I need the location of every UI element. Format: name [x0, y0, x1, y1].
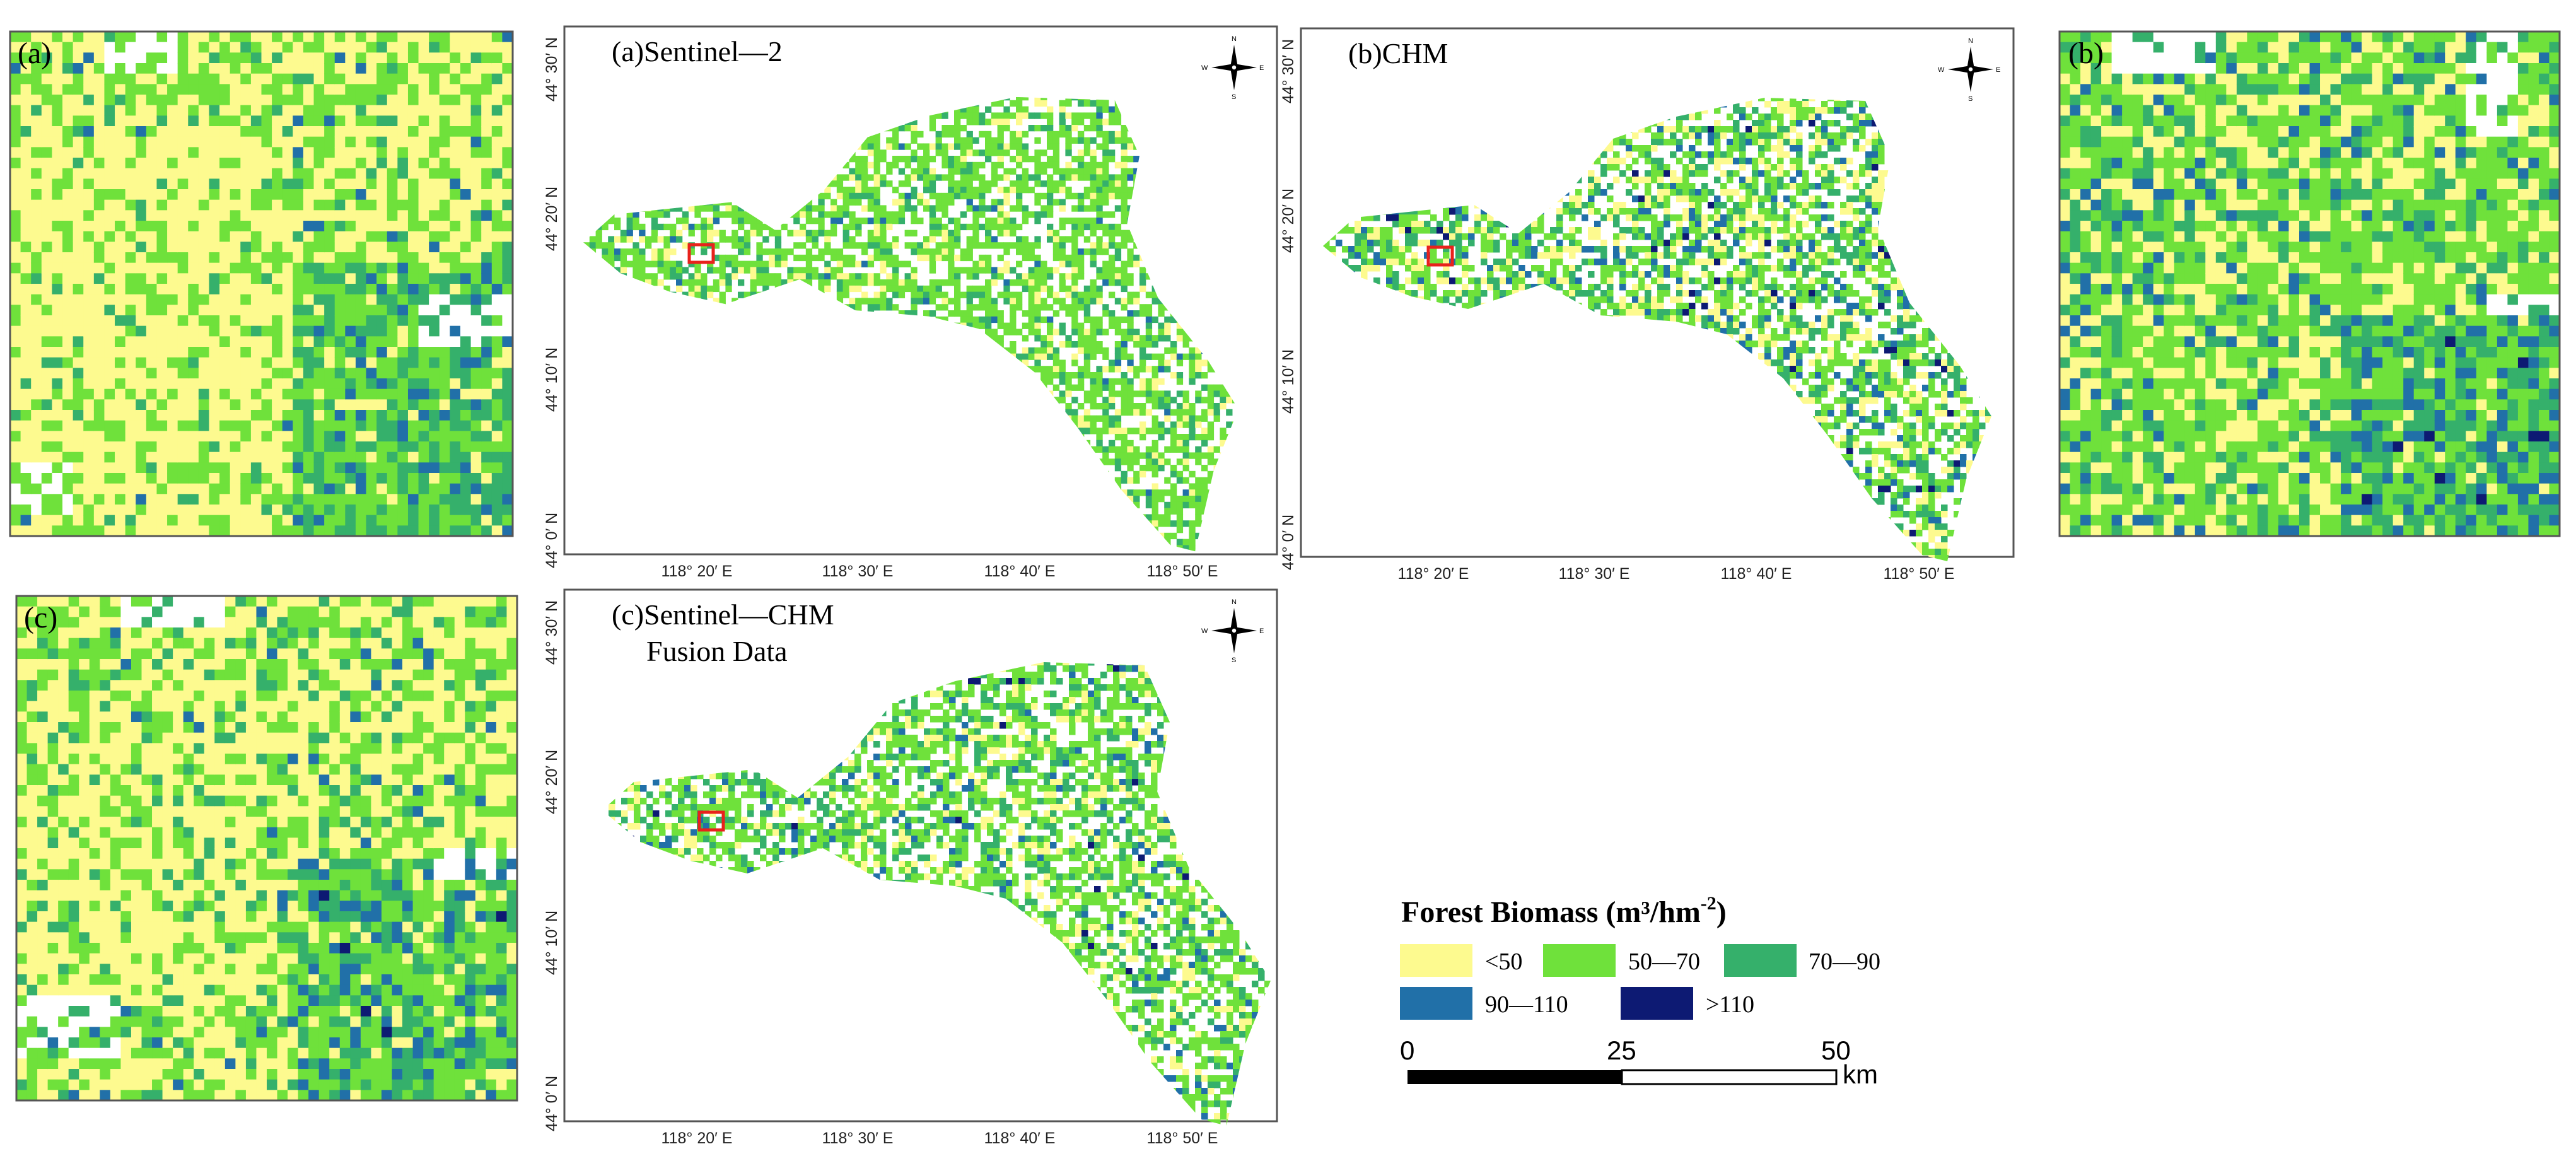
- lat-label: 44° 20′ N: [543, 750, 561, 814]
- map-panel-b: (b)CHM N S E W 44° 30′ N 44° 20′ N 44° 10′ N 44°…: [1279, 27, 2015, 583]
- compass-s: S: [1232, 656, 1236, 664]
- map-title-line: (c)Sentinel—CHM: [612, 598, 834, 631]
- map-title-line: (b)CHM: [1348, 37, 1448, 69]
- legend-label: 90—110: [1485, 991, 1568, 1018]
- lat-label: 44° 30′ N: [543, 37, 561, 102]
- lon-label: 118° 50′ E: [1147, 1129, 1218, 1147]
- lon-label: 118° 40′ E: [1721, 565, 1792, 583]
- lat-label: 44° 20′ N: [1279, 189, 1297, 253]
- legend-label: <50: [1485, 948, 1522, 975]
- scale-bar-light-segment: [1621, 1069, 1838, 1085]
- zoom-extent-box: [697, 810, 725, 832]
- lat-label: 44° 0′ N: [543, 1076, 561, 1131]
- lon-label: 118° 30′ E: [822, 1129, 894, 1147]
- lat-label: 44° 10′ N: [543, 347, 561, 412]
- map-panel-a: (a)Sentinel—2 N S E W 44° 30′ N 44° 20′ N 44° 1…: [543, 25, 1278, 580]
- compass-e: E: [1996, 66, 2000, 74]
- zoom-extent-box: [687, 243, 715, 264]
- legend-swatch: [1724, 944, 1797, 977]
- legend-title: Forest Biomass (m³/hm-2): [1401, 893, 1727, 929]
- compass-w: W: [1201, 64, 1208, 72]
- compass-n: N: [1232, 598, 1237, 606]
- north-arrow-icon: N S E W: [1201, 35, 1264, 101]
- compass-n: N: [1232, 35, 1237, 43]
- scale-tick-0: 0: [1400, 1036, 1414, 1065]
- compass-w: W: [1201, 627, 1208, 635]
- compass-w: W: [1938, 66, 1945, 74]
- legend-swatch: [1400, 987, 1472, 1020]
- scale-unit: km: [1843, 1059, 1878, 1089]
- scale-tick-50: 50: [1821, 1036, 1851, 1065]
- lon-label: 118° 20′ E: [1398, 565, 1469, 583]
- zoom-panel-b: (b): [2058, 30, 2561, 537]
- compass-s: S: [1968, 95, 1973, 103]
- compass-e: E: [1259, 64, 1264, 72]
- zoom-panel-a-label: (a): [18, 37, 51, 70]
- legend-swatch: [1543, 944, 1616, 977]
- legend-label: >110: [1706, 991, 1754, 1018]
- lon-label: 118° 20′ E: [661, 563, 733, 580]
- north-arrow-icon: N S E W: [1938, 37, 2000, 103]
- lat-label: 44° 20′ N: [543, 187, 561, 251]
- scale-tick-25: 25: [1607, 1036, 1636, 1065]
- lon-label: 118° 30′ E: [1559, 565, 1630, 583]
- compass-n: N: [1968, 37, 1973, 45]
- lat-label: 44° 30′ N: [543, 600, 561, 665]
- zoom-panel-b-label: (b): [2068, 37, 2104, 70]
- legend-swatch: [1400, 944, 1472, 977]
- lon-label: 118° 50′ E: [1147, 563, 1218, 580]
- zoom-panel-c: (c): [15, 595, 518, 1102]
- compass-s: S: [1232, 93, 1236, 101]
- lat-label: 44° 0′ N: [1279, 515, 1297, 570]
- lat-label: 44° 0′ N: [543, 513, 561, 568]
- lat-label: 44° 10′ N: [1279, 349, 1297, 414]
- scale-bar-dark-segment: [1407, 1070, 1622, 1084]
- zoom-panel-c-label: (c): [24, 601, 57, 634]
- zoom-panel-a: (a): [9, 30, 514, 537]
- legend: Forest Biomass (m³/hm-2) <50 50—70 70—90 90…: [1400, 893, 1880, 1020]
- map-panel-c: (c)Sentinel—CHM Fusion Data N S E W 44° 30′ N 4…: [543, 588, 1278, 1147]
- lon-label: 118° 40′ E: [984, 1129, 1056, 1147]
- legend-swatch: [1621, 987, 1693, 1020]
- map-title-line: Fusion Data: [646, 635, 788, 667]
- north-arrow-icon: N S E W: [1201, 598, 1264, 664]
- compass-e: E: [1259, 627, 1264, 635]
- lat-label: 44° 10′ N: [543, 911, 561, 975]
- lon-label: 118° 40′ E: [984, 563, 1056, 580]
- legend-label: 70—90: [1809, 948, 1880, 975]
- scale-bar: 0 25 50 km: [1400, 1036, 1878, 1089]
- lon-label: 118° 30′ E: [822, 563, 894, 580]
- zoom-extent-box: [1426, 245, 1454, 267]
- lon-label: 118° 20′ E: [661, 1129, 733, 1147]
- legend-label: 50—70: [1628, 948, 1700, 975]
- lat-label: 44° 30′ N: [1279, 39, 1297, 103]
- map-title-line: (a)Sentinel—2: [612, 35, 783, 67]
- lon-label: 118° 50′ E: [1884, 565, 1955, 583]
